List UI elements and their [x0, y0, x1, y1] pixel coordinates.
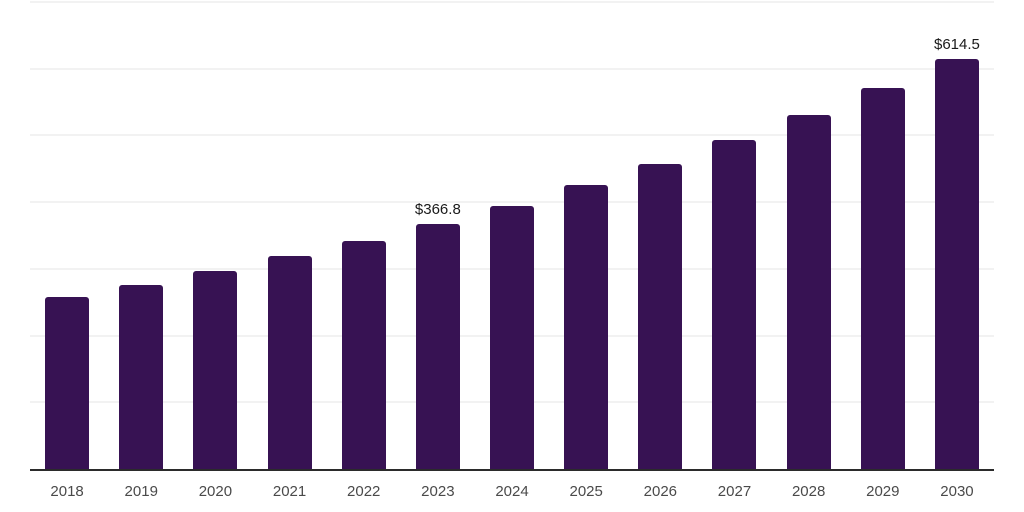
x-tick-label-2019: 2019	[124, 483, 158, 500]
x-tick-label-2023: 2023	[421, 483, 455, 500]
x-tick-label-2020: 2020	[198, 483, 233, 500]
bar-value-label-2023: $366.8	[414, 201, 461, 219]
x-tick-label-2026: 2026	[643, 483, 678, 500]
gridline-400	[30, 201, 994, 204]
bar-2028	[786, 115, 831, 469]
x-axis-tick-labels: 2018 2019 2020 2021 2022 2023 2024 2025 2026 2027…	[30, 483, 994, 500]
x-tick-label-2021: 2021	[272, 483, 307, 500]
bar-2020	[193, 270, 238, 469]
bar-2024	[490, 205, 535, 469]
gridline-500	[30, 134, 994, 137]
bar-2019	[119, 284, 164, 469]
bar-slot-2020	[178, 2, 252, 469]
bar-slot-2022	[327, 2, 401, 469]
x-tick-label-2029: 2029	[866, 483, 900, 500]
bar-slot-2030: $614.5	[920, 2, 994, 469]
bar-slot-2029	[846, 2, 920, 469]
x-tick-label-2030: 2030	[940, 483, 974, 500]
bar-slot-2019	[104, 2, 178, 469]
bar-slot-2024	[475, 2, 549, 469]
x-tick-label-2025: 2025	[569, 483, 603, 500]
gridline-700	[30, 1, 994, 3]
bar-value-label-2030: $614.5	[934, 36, 980, 54]
x-tick-label-2022: 2022	[347, 483, 381, 500]
gridline-600	[30, 67, 994, 70]
bar-slot-2027	[697, 2, 771, 469]
bar-series: $366.8 $614.5	[30, 2, 994, 469]
bar-2029	[860, 88, 905, 469]
plot-area: $366.8 $614.5	[30, 1, 994, 471]
x-tick-label-2028: 2028	[791, 483, 826, 500]
bar-slot-2025	[549, 2, 623, 469]
x-axis-line	[30, 469, 994, 471]
bar-2025	[564, 185, 609, 469]
x-tick-label-2024: 2024	[495, 483, 529, 500]
bar-slot-2018	[30, 2, 104, 469]
bar-slot-2023: $366.8	[401, 2, 475, 469]
bar-2030	[934, 59, 979, 469]
bar-slot-2026	[623, 2, 697, 469]
bar-2026	[638, 163, 683, 469]
bar-2018	[45, 296, 90, 469]
x-tick-label-2018: 2018	[50, 483, 84, 500]
bar-2021	[267, 255, 312, 469]
bar-2027	[712, 140, 757, 469]
bar-2022	[341, 240, 386, 469]
bar-2023	[415, 224, 460, 469]
bar-slot-2028	[772, 2, 846, 469]
bar-slot-2021	[252, 2, 326, 469]
x-tick-label-2027: 2027	[717, 483, 752, 500]
